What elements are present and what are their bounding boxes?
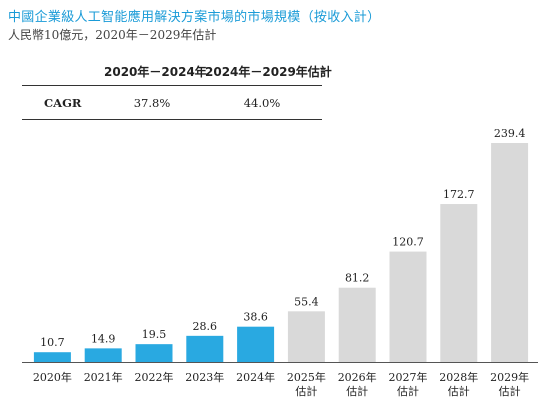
- bar: [84, 348, 122, 362]
- bar-value-label: 38.6: [243, 311, 268, 324]
- bar: [237, 326, 275, 362]
- x-tick-label: 2028年估計: [439, 370, 478, 398]
- bar: [440, 204, 478, 362]
- bar: [287, 311, 325, 362]
- bar-value-label: 172.7: [443, 188, 475, 201]
- bar-value-label: 239.4: [494, 127, 526, 140]
- x-tick-label: 2027年估計: [389, 370, 428, 398]
- bar-value-label: 14.9: [91, 332, 116, 345]
- x-tick-label: 2021年: [84, 370, 123, 384]
- bar-value-label: 81.2: [345, 272, 370, 285]
- cagr-value-2024-2029: 44.0%: [243, 96, 281, 110]
- cagr-value-2020-2024: 37.8%: [133, 96, 171, 110]
- x-tick-label: 2022年: [135, 370, 174, 384]
- bar-value-label: 28.6: [193, 320, 218, 333]
- cagr-divider-bottom: [22, 119, 322, 120]
- bar: [491, 143, 529, 362]
- bar: [135, 344, 173, 362]
- bar-value-label: 19.5: [142, 328, 167, 341]
- cagr-label: CAGR: [44, 96, 82, 110]
- chart-subtitle: 人民幣10億元，2020年－2029年估計: [8, 28, 217, 42]
- bar-value-label: 10.7: [40, 336, 65, 349]
- bar: [389, 251, 427, 362]
- bar-value-label: 120.7: [392, 236, 424, 249]
- bar-value-label: 55.4: [294, 295, 319, 308]
- chart-title: 中國企業級人工智能應用解決方案市場的市場規模（按收入計）: [8, 10, 381, 25]
- cagr-divider-top: [22, 85, 322, 86]
- bar: [338, 287, 376, 362]
- cagr-header-2020-2024: 2020年－2024年: [104, 65, 207, 79]
- x-tick-label: 2024年: [236, 370, 275, 384]
- x-tick-label: 2020年: [33, 370, 72, 384]
- x-tick-label: 2029年估計: [490, 370, 529, 398]
- cagr-header-2024-2029: 2024年－2029年估計: [205, 65, 332, 79]
- cagr-table: 2020年－2024年 2024年－2029年估計 CAGR 37.8% 44.…: [22, 55, 332, 120]
- bar: [186, 335, 224, 362]
- x-tick-label: 2023年: [185, 370, 224, 384]
- bar: [33, 352, 71, 362]
- x-tick-label: 2025年估計: [287, 370, 326, 398]
- x-tick-label: 2026年估計: [338, 370, 377, 398]
